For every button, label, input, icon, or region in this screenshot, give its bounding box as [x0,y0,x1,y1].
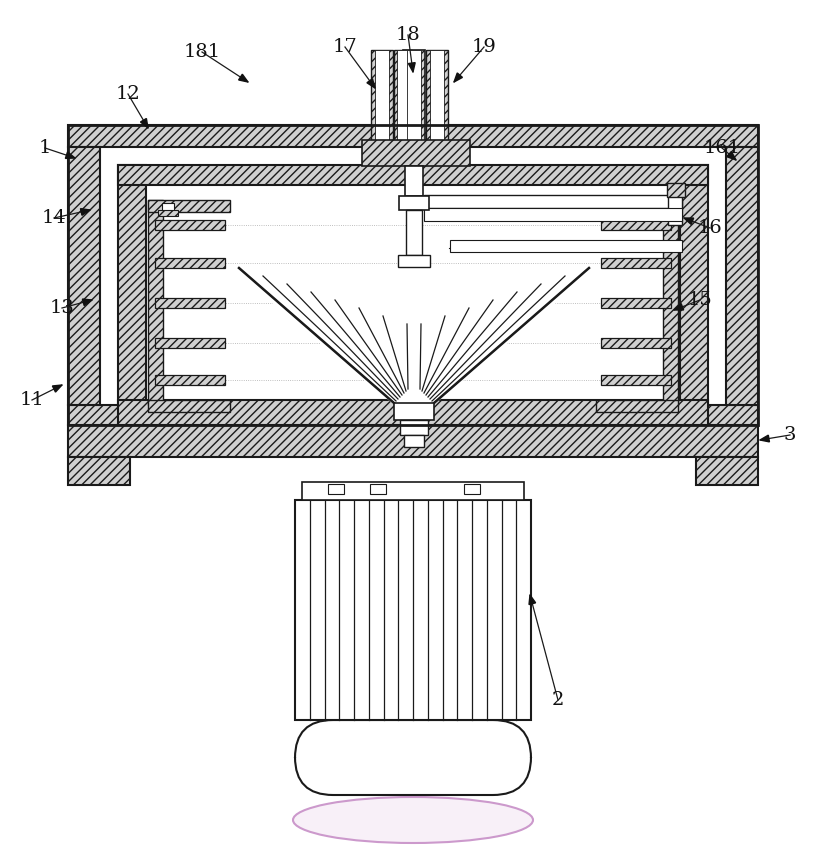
Text: 13: 13 [50,299,74,317]
Polygon shape [727,152,736,160]
Bar [118,400,708,425]
Bar [426,50,448,146]
Bar [148,400,230,412]
Bar [397,50,409,146]
Polygon shape [367,78,375,88]
Bar [464,484,480,494]
Bar [68,125,758,147]
Polygon shape [454,73,463,82]
Bar [405,166,423,196]
Bar [118,165,146,405]
Bar [155,220,225,230]
Polygon shape [140,118,148,128]
Text: 16: 16 [698,219,723,237]
Text: 11: 11 [20,391,45,409]
Bar [424,208,682,221]
Text: 14: 14 [41,209,66,227]
Bar [450,240,682,252]
Bar [680,165,708,405]
Bar [162,203,174,211]
Bar [696,457,758,485]
Polygon shape [760,435,770,442]
Bar [68,457,130,485]
Bar [399,196,429,210]
Bar [155,375,225,385]
Polygon shape [52,385,62,392]
Polygon shape [230,268,598,413]
Polygon shape [239,74,248,82]
Bar [155,338,225,348]
Bar [601,258,671,268]
Text: 2: 2 [552,691,564,709]
Bar [362,140,470,166]
Bar [667,183,685,197]
FancyBboxPatch shape [295,720,531,795]
Text: 1: 1 [39,139,51,157]
Polygon shape [408,63,415,72]
Bar [375,50,389,146]
Bar [652,203,664,211]
Bar [68,147,100,405]
Bar [601,220,671,230]
Bar [404,435,424,447]
Bar [328,484,344,494]
Bar [68,125,758,425]
Bar [394,403,434,420]
Bar [601,338,671,348]
Text: 3: 3 [784,426,796,444]
Bar [430,50,444,146]
Bar [668,195,682,225]
Bar [148,200,230,212]
Bar [68,405,758,425]
Polygon shape [684,218,694,224]
Text: 12: 12 [116,85,140,103]
Bar [302,482,524,500]
Bar [398,255,430,267]
Bar [596,400,678,412]
Polygon shape [83,299,92,306]
Bar [596,200,678,212]
Text: 15: 15 [687,291,712,309]
Polygon shape [674,303,684,310]
Bar [407,50,421,146]
Bar [601,375,671,385]
Bar [726,147,758,405]
Text: 18: 18 [396,26,420,44]
Bar [601,298,671,308]
Polygon shape [80,209,90,216]
Polygon shape [65,152,75,158]
Text: 17: 17 [333,38,358,56]
Bar [403,50,425,146]
Bar [400,420,428,435]
Bar [158,210,178,216]
Text: 19: 19 [472,38,496,56]
Text: 161: 161 [704,139,741,157]
Bar [663,200,678,405]
Bar [155,258,225,268]
Bar [295,500,531,720]
Polygon shape [529,595,535,605]
Ellipse shape [293,797,533,843]
Bar [648,210,668,216]
Bar [68,425,758,457]
Bar [155,298,225,308]
Text: 181: 181 [183,43,221,61]
Bar [148,200,163,405]
Bar [146,185,680,400]
Bar [118,165,708,185]
Bar [394,50,412,146]
Bar [371,50,393,146]
Bar [370,484,386,494]
Bar [424,195,682,208]
Bar [406,210,422,255]
